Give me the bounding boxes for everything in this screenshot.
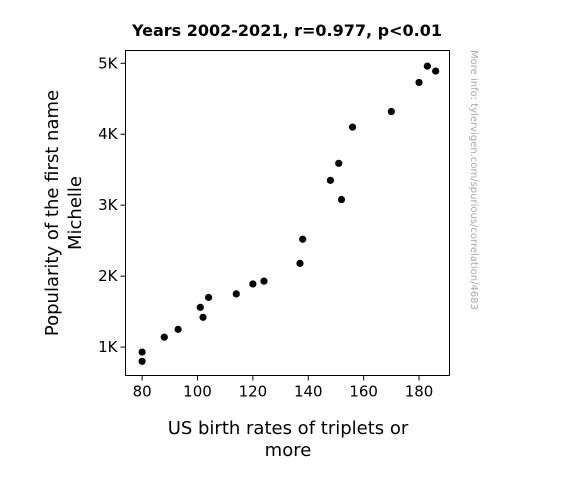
x-tick-label: 100 <box>183 383 212 401</box>
data-point <box>432 67 440 75</box>
x-axis-title: US birth rates of triplets or more <box>168 418 409 461</box>
x-tick-label: 180 <box>405 383 434 401</box>
data-point <box>196 303 204 311</box>
x-tick-label: 120 <box>239 383 268 401</box>
y-tick-label: 2K <box>98 267 119 285</box>
x-tick-label: 140 <box>294 383 323 401</box>
data-point <box>415 78 423 87</box>
data-point <box>204 293 213 302</box>
x-axis-ticks: 80 100 120 140 160 180 <box>133 375 434 401</box>
data-point <box>160 333 168 341</box>
data-point <box>335 159 343 167</box>
x-tick-label: 80 <box>133 383 152 401</box>
data-point <box>387 107 395 116</box>
data-point <box>299 235 307 243</box>
y-axis-ticks: 1K 2K 3K 4K 5K <box>98 54 126 356</box>
data-point <box>423 62 431 70</box>
data-point <box>260 277 268 285</box>
data-points <box>138 62 440 365</box>
x-tick-label: 160 <box>349 383 378 401</box>
data-point <box>249 280 257 288</box>
y-tick-label: 1K <box>98 338 119 356</box>
data-point <box>174 325 182 333</box>
y-axis-title-line-2: Michelle <box>65 176 86 250</box>
data-point <box>232 290 240 298</box>
data-point <box>348 123 357 131</box>
y-tick-label: 4K <box>98 125 119 143</box>
x-axis-title-line-2: more <box>265 440 312 461</box>
y-tick-label: 3K <box>98 196 119 214</box>
data-point <box>138 348 146 356</box>
plot-area-frame <box>125 50 450 376</box>
data-point <box>337 195 346 204</box>
chart-title: Years 2002-2021, r=0.977, p<0.01 <box>131 21 442 40</box>
y-axis-title-line-1: Popularity of the first name <box>42 90 63 336</box>
data-point <box>326 176 335 184</box>
data-point <box>138 357 146 365</box>
y-tick-label: 5K <box>98 54 119 72</box>
x-axis-title-line-1: US birth rates of triplets or <box>168 418 409 439</box>
watermark-text: More info: tylervigen.com/spurious/corre… <box>468 50 479 310</box>
y-axis-title: Popularity of the first name Michelle <box>42 90 86 336</box>
data-point <box>296 259 304 267</box>
data-point <box>199 313 207 321</box>
